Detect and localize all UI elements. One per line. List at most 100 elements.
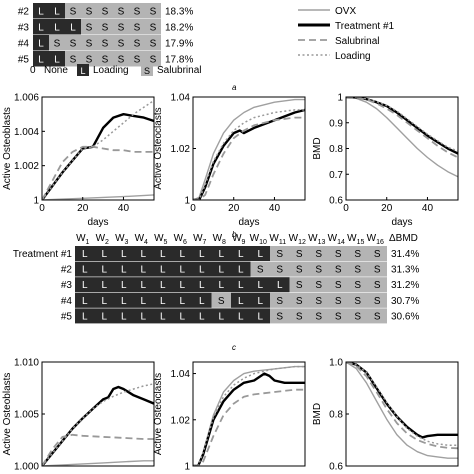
top-grid-cell-symbol: S <box>70 7 77 18</box>
key-salubrinal-symbol: S <box>144 66 150 76</box>
top-grid-row-pct: 18.3% <box>165 7 193 18</box>
mid-grid-cell <box>192 261 212 277</box>
week-header: W2 <box>96 233 109 246</box>
y-tick-label: 1 <box>184 462 190 473</box>
mid-grid-row-pct: 30.7% <box>391 296 419 307</box>
y-axis-label: Active Osteoclasts <box>153 107 164 189</box>
top-grid-cell <box>97 3 113 19</box>
mid-grid-cell-symbol: L <box>179 249 185 260</box>
series-line <box>42 99 154 200</box>
series-line <box>193 109 305 200</box>
y-tick-label: 1 <box>337 93 343 104</box>
mid-grid-cell-symbol: L <box>82 280 88 291</box>
mid-grid-cell <box>289 277 309 293</box>
mid-grid-cell <box>289 246 309 261</box>
mid-grid-cell <box>348 277 368 293</box>
mid-grid-cell-symbol: L <box>121 280 127 291</box>
top-grid-cell <box>129 35 145 51</box>
series-line <box>193 365 305 466</box>
mid-grid-cell-symbol: S <box>315 280 322 291</box>
top-grid-cell-symbol: S <box>102 39 109 50</box>
mid-grid-cell-symbol: S <box>354 249 361 260</box>
top-grid-cell-symbol: S <box>118 55 125 66</box>
y-tick-label: 1.02 <box>171 415 191 426</box>
mid-grid-cell-symbol: S <box>374 296 381 307</box>
x-tick-label: 20 <box>228 203 240 214</box>
mid-grid-cell-symbol: L <box>121 311 127 322</box>
mid-grid-cell-symbol: L <box>140 296 146 307</box>
top-grid-cell <box>65 3 81 19</box>
caption-a: a <box>232 83 237 92</box>
mid-grid-cell <box>153 261 173 277</box>
top-grid-cell <box>129 3 145 19</box>
series-line <box>42 145 154 200</box>
mid-grid-cell-symbol: L <box>238 311 244 322</box>
mid-grid-cell <box>172 277 192 293</box>
mid-grid-cell <box>328 261 348 277</box>
mid-grid-cell-symbol: L <box>257 296 263 307</box>
y-axis-label: BMD <box>312 403 323 425</box>
mid-grid-cell <box>250 292 270 308</box>
top-grid-cell <box>33 51 49 67</box>
mid-grid-cell-symbol: S <box>335 265 342 276</box>
mid-grid-cell-symbol: L <box>140 280 146 291</box>
y-tick-label: 0.9 <box>329 118 343 129</box>
mid-grid-cell-symbol: S <box>315 311 322 322</box>
mid-grid-cell <box>289 292 309 308</box>
mid-grid-cell <box>153 277 173 293</box>
mid-grid-cell <box>231 261 251 277</box>
top-grid-cell-symbol: S <box>102 7 109 18</box>
mid-grid-cell-symbol: S <box>315 249 322 260</box>
caption-b: b <box>232 230 237 239</box>
key-salubrinal-label: Salubrinal <box>157 65 201 76</box>
week-header: W1 <box>76 233 89 246</box>
mid-grid-cell <box>114 261 134 277</box>
mid-grid-cell-symbol: L <box>199 311 205 322</box>
mid-grid-cell-symbol: S <box>276 265 283 276</box>
top-grid-cell-symbol: S <box>54 39 61 50</box>
series-line <box>346 362 458 439</box>
mid-grid-cell-symbol: L <box>160 280 166 291</box>
mid-grid-cell <box>75 277 95 293</box>
mid-grid-cell-symbol: S <box>315 296 322 307</box>
osteoclasts-chart-b: 1 1.02 1.04 0 20 40 days Active Osteoclasts <box>153 93 306 228</box>
series-line <box>193 108 305 200</box>
y-tick-label: 0.8 <box>329 410 343 421</box>
mid-grid-cell-symbol: L <box>238 296 244 307</box>
mid-grid-cell-symbol: S <box>276 296 283 307</box>
mid-grid-cell-symbol: S <box>354 265 361 276</box>
mid-grid-cell <box>367 261 387 277</box>
top-grid-cell-symbol: S <box>150 55 157 66</box>
mid-grid-cell-symbol: S <box>374 249 381 260</box>
mid-grid-cell-symbol: S <box>296 280 303 291</box>
mid-grid-cell <box>309 308 329 324</box>
mid-grid-cell <box>133 277 153 293</box>
x-tick-label: 0 <box>190 203 196 214</box>
mid-grid-row-pct: 30.6% <box>391 311 419 322</box>
mid-grid-cell <box>153 246 173 261</box>
mid-grid-cell-symbol: L <box>238 280 244 291</box>
top-grid-cell-symbol: S <box>102 55 109 66</box>
mid-grid-cell <box>231 277 251 293</box>
mid-grid-row-label: Treatment #1 <box>13 249 73 260</box>
mid-grid-cell <box>211 292 231 308</box>
top-grid-cell-symbol: L <box>54 55 60 66</box>
legend-label: OVX <box>335 6 356 17</box>
mid-grid-cell <box>367 292 387 308</box>
mid-grid-cell <box>328 308 348 324</box>
top-grid-cell-symbol: S <box>70 39 77 50</box>
top-grid-cell <box>81 3 97 19</box>
week-header: W10 <box>250 233 267 246</box>
x-tick-label: 40 <box>269 203 281 214</box>
week-header: W13 <box>308 233 325 246</box>
mid-grid-cell-symbol: S <box>276 249 283 260</box>
mid-grid-cell <box>211 246 231 261</box>
mid-grid-cell-symbol: S <box>257 265 264 276</box>
mid-grid-cell <box>250 261 270 277</box>
week-header: W5 <box>154 233 167 246</box>
top-grid-cell <box>145 51 161 67</box>
mid-grid-cell <box>133 246 153 261</box>
mid-grid-cell-symbol: S <box>354 296 361 307</box>
series-line <box>42 460 154 466</box>
